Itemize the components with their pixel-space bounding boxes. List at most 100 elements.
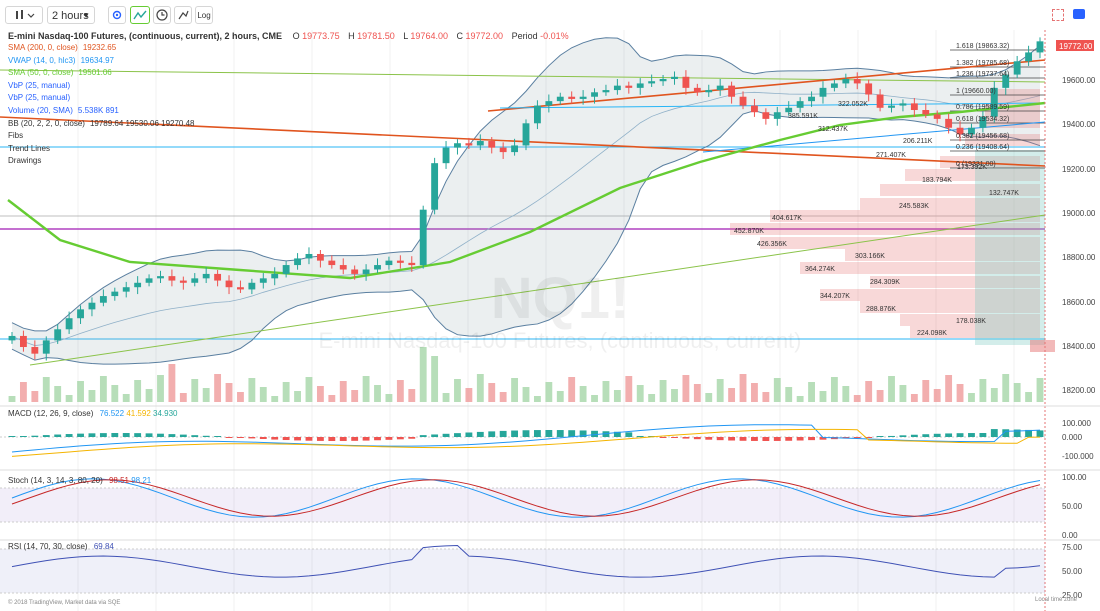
macd-bar bbox=[454, 433, 461, 437]
candle bbox=[830, 79, 838, 92]
candle bbox=[1002, 70, 1010, 95]
interval-select[interactable]: 2 hours ▼ bbox=[47, 6, 95, 24]
volume-bar bbox=[442, 393, 450, 402]
compare-icon[interactable] bbox=[130, 6, 150, 24]
price-tick: 18400.00 bbox=[1062, 342, 1096, 351]
candle-body bbox=[922, 110, 930, 115]
candle bbox=[145, 274, 153, 287]
macd-bar bbox=[876, 436, 884, 437]
volume-bar bbox=[625, 376, 633, 402]
vbp-bar bbox=[910, 326, 1040, 338]
candle bbox=[728, 81, 736, 104]
macd-bar bbox=[636, 435, 644, 437]
undo-icon[interactable] bbox=[174, 6, 192, 24]
legend-item[interactable]: VbP (25, manual) bbox=[8, 81, 75, 91]
legend-item[interactable]: Fibs bbox=[8, 131, 28, 141]
legend-item[interactable]: Drawings bbox=[8, 156, 46, 166]
candle-body bbox=[853, 79, 861, 84]
vbp-label: 344.207K bbox=[820, 293, 850, 300]
volume-bar bbox=[1002, 374, 1010, 402]
volume-bar bbox=[659, 380, 667, 402]
candle-body bbox=[1002, 74, 1010, 88]
legend-value: 19634.97 bbox=[80, 55, 114, 65]
gear-icon[interactable] bbox=[108, 6, 126, 24]
close-value: 19772.00 bbox=[465, 31, 504, 41]
bars-icon[interactable] bbox=[5, 6, 43, 24]
footer-local-time[interactable]: Local time zone bbox=[1035, 597, 1078, 603]
macd-bar bbox=[157, 433, 164, 437]
candle-body bbox=[396, 260, 404, 263]
macd-bar bbox=[888, 435, 895, 437]
macd-bar bbox=[522, 430, 530, 437]
trend-line bbox=[487, 59, 1046, 112]
candle bbox=[237, 280, 244, 293]
candle bbox=[351, 265, 359, 280]
volume-bar bbox=[248, 378, 256, 402]
candle-body bbox=[157, 276, 164, 279]
clock-icon[interactable] bbox=[153, 6, 171, 24]
legend-item[interactable]: SMA (50, 0, close) 19501.06 bbox=[8, 68, 112, 78]
macd-bar bbox=[1025, 429, 1033, 437]
low-value: 19764.00 bbox=[410, 31, 448, 41]
volume-bar bbox=[65, 395, 73, 402]
macd-bar bbox=[19, 436, 27, 437]
legend-item[interactable]: SMA (200, 0, close) 19232.65 bbox=[8, 43, 116, 53]
candle-body bbox=[808, 96, 815, 102]
vbp-bar bbox=[990, 89, 1040, 103]
vbp-label: 385.591K bbox=[788, 113, 818, 120]
legend-value: 19501.06 bbox=[78, 68, 112, 78]
volume-bar bbox=[591, 395, 598, 402]
volume-bar bbox=[853, 395, 861, 402]
watermark-symbol: NQ1! bbox=[491, 266, 630, 331]
legend-item[interactable]: Trend Lines bbox=[8, 144, 55, 154]
candle bbox=[431, 157, 439, 215]
candle-body bbox=[613, 85, 621, 91]
candle bbox=[214, 269, 222, 287]
macd-bar bbox=[762, 437, 770, 441]
candle bbox=[899, 99, 907, 112]
fullscreen-icon[interactable] bbox=[1052, 9, 1064, 21]
log-button[interactable]: Log bbox=[195, 6, 213, 24]
macd-bar bbox=[853, 437, 861, 438]
rsi-tick: 25.00 bbox=[1062, 591, 1083, 600]
candle-body bbox=[42, 340, 50, 354]
candle bbox=[933, 110, 941, 124]
candle bbox=[796, 97, 804, 113]
legend-item[interactable]: VbP (25, manual) bbox=[8, 93, 75, 103]
candle-body bbox=[431, 163, 439, 210]
macd-bar bbox=[328, 437, 336, 441]
candle-body bbox=[374, 265, 381, 270]
volume-bar bbox=[202, 388, 210, 402]
candle bbox=[442, 141, 450, 169]
camera-icon[interactable] bbox=[1073, 9, 1085, 19]
candle-body bbox=[648, 81, 656, 84]
price-tick: 19200.00 bbox=[1062, 165, 1096, 174]
volume-bar bbox=[374, 385, 381, 402]
stoch-legend: Stoch (14, 3, 14, 3, 80, 20) 98.51 98.21 bbox=[8, 476, 151, 486]
macd-bar bbox=[968, 433, 975, 437]
macd-bar bbox=[476, 431, 484, 437]
candle bbox=[739, 91, 747, 110]
candle-body bbox=[99, 296, 107, 303]
high-label: H bbox=[348, 31, 355, 41]
candle-body bbox=[545, 101, 553, 106]
legend-item[interactable]: Volume (20, SMA) 5.538K 891 bbox=[8, 106, 119, 116]
candle bbox=[362, 264, 370, 281]
volume-bar bbox=[579, 386, 587, 402]
volume-bar bbox=[716, 379, 724, 402]
legend-item[interactable]: VWAP (14, 0, hlc3) 19634.97 bbox=[8, 56, 114, 66]
macd-bar bbox=[362, 437, 370, 441]
vbp-label: 284.309K bbox=[870, 279, 900, 286]
candle-body bbox=[591, 92, 598, 97]
price-axis[interactable]: 19600.00 19400.00 19200.00 19000.00 1880… bbox=[1055, 30, 1100, 402]
candle-body bbox=[762, 112, 770, 119]
candle bbox=[773, 106, 781, 126]
legend-item[interactable]: BB (20, 2, 2, 0, close) 19789.64 19530.06… bbox=[8, 119, 194, 129]
volume-bar bbox=[168, 364, 176, 402]
candle bbox=[88, 297, 96, 317]
candle-body bbox=[8, 335, 16, 341]
candle bbox=[1025, 45, 1033, 66]
candle bbox=[1036, 37, 1044, 59]
candle bbox=[476, 134, 484, 151]
